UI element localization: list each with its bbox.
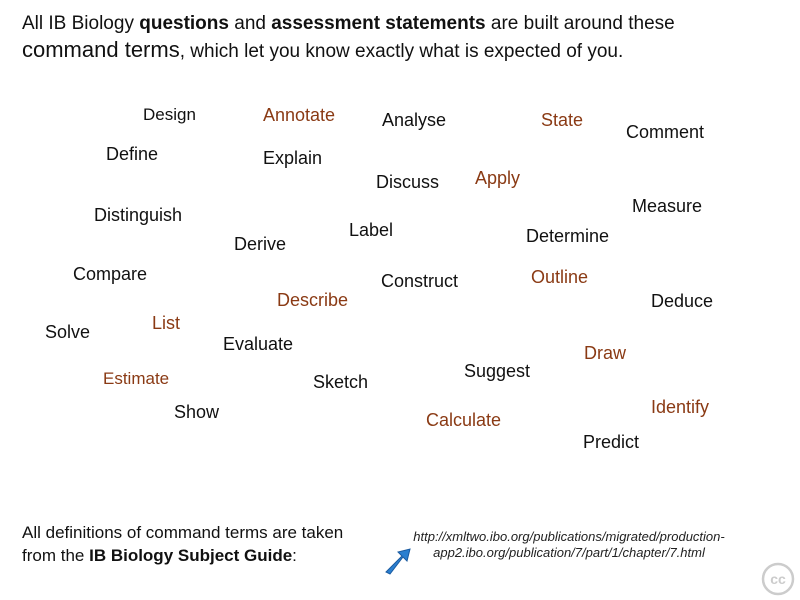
term-calculate: Calculate (426, 410, 502, 430)
term-list: List (152, 313, 181, 333)
term-predict: Predict (583, 432, 640, 452)
term-deduce: Deduce (651, 291, 714, 311)
term-draw: Draw (584, 343, 627, 363)
pointer-arrow-icon (385, 548, 411, 575)
header-bold-assessment: assessment statements (271, 13, 486, 34)
footer-source-note: All definitions of command terms are tak… (22, 521, 343, 567)
header-bold-questions: questions (139, 13, 229, 34)
term-discuss: Discuss (376, 172, 440, 192)
term-design: Design (143, 105, 196, 124)
header-text: , which let you know exactly what is exp… (179, 41, 624, 62)
header-line-2: command terms, which let you know exactl… (22, 36, 792, 66)
term-sketch: Sketch (313, 372, 369, 392)
header: All IB Biology questions and assessment … (22, 12, 792, 66)
creative-commons-icon: cc (761, 562, 795, 596)
term-comment: Comment (626, 122, 705, 142)
term-construct: Construct (381, 271, 459, 291)
footer-line-2: from the IB Biology Subject Guide: (22, 544, 343, 567)
source-url-line-2[interactable]: app2.ibo.org/publication/7/part/1/chapte… (433, 545, 705, 560)
term-annotate: Annotate (263, 105, 336, 125)
term-label: Label (349, 220, 394, 240)
footer-line-1: All definitions of command terms are tak… (22, 523, 344, 542)
term-evaluate: Evaluate (223, 334, 294, 354)
term-identify: Identify (651, 397, 710, 417)
footer-text: from the (22, 546, 90, 565)
term-show: Show (174, 402, 220, 422)
term-outline: Outline (531, 267, 589, 287)
term-compare: Compare (73, 264, 148, 284)
term-apply: Apply (475, 168, 521, 188)
term-state: State (541, 110, 584, 130)
term-estimate: Estimate (103, 369, 170, 388)
term-measure: Measure (632, 196, 703, 216)
term-explain: Explain (263, 148, 323, 168)
term-determine: Determine (526, 226, 610, 246)
term-suggest: Suggest (464, 361, 531, 381)
header-text: and (228, 13, 272, 34)
term-derive: Derive (234, 234, 287, 254)
source-url-link[interactable]: http://xmltwo.ibo.org/publications/migra… (398, 529, 740, 561)
header-line-1: All IB Biology questions and assessment … (22, 12, 792, 36)
cc-label: cc (770, 571, 786, 587)
header-text: are built around these (485, 13, 675, 34)
term-describe: Describe (277, 290, 349, 310)
source-url-line-1[interactable]: http://xmltwo.ibo.org/publications/migra… (413, 529, 725, 544)
footer-subject-guide: IB Biology Subject Guide (89, 546, 293, 565)
header-command-terms: command terms (22, 37, 180, 62)
term-define: Define (106, 144, 159, 164)
header-text: All IB Biology (22, 13, 140, 34)
term-distinguish: Distinguish (94, 205, 183, 225)
term-analyse: Analyse (382, 110, 447, 130)
term-solve: Solve (45, 322, 91, 342)
footer-text: : (292, 546, 297, 565)
